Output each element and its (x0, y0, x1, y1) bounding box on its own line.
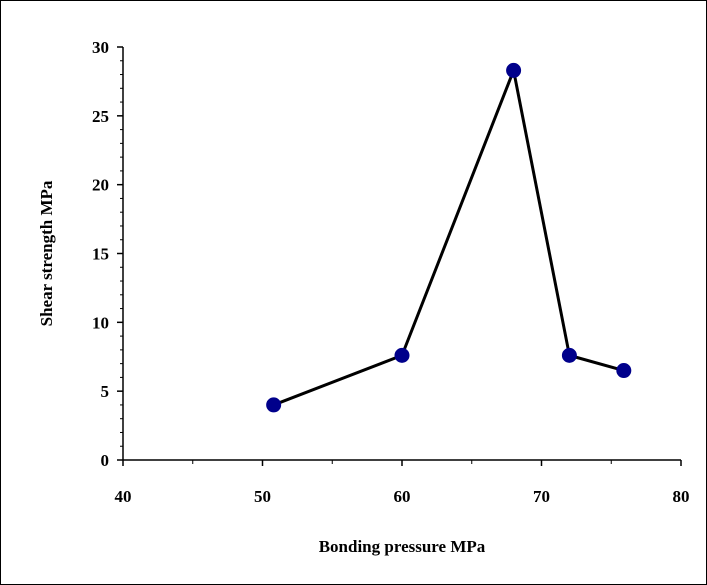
data-point (561, 347, 577, 363)
y-tick-label: 0 (101, 451, 110, 470)
y-tick-label: 20 (92, 176, 109, 195)
y-tick-label: 30 (92, 38, 109, 57)
x-tick-label: 60 (394, 487, 411, 506)
y-tick-label: 5 (101, 382, 110, 401)
y-tick-label: 10 (92, 313, 109, 332)
x-tick-label: 40 (115, 487, 132, 506)
ticks (117, 46, 682, 466)
series (266, 62, 632, 413)
y-axis-title: Shear strength MPa (37, 180, 56, 326)
x-axis-title: Bonding pressure MPa (319, 537, 486, 556)
x-tick-label: 80 (673, 487, 690, 506)
data-point (506, 62, 522, 78)
tick-labels: 0 5 10 15 20 25 30 40 50 60 70 80 (92, 38, 690, 506)
axes (122, 47, 681, 461)
y-tick-label: 25 (92, 107, 109, 126)
y-tick-label: 15 (92, 245, 109, 264)
data-point (394, 347, 410, 363)
data-point (616, 363, 632, 379)
x-tick-label: 50 (254, 487, 271, 506)
data-point (266, 397, 282, 413)
x-tick-label: 70 (533, 487, 550, 506)
